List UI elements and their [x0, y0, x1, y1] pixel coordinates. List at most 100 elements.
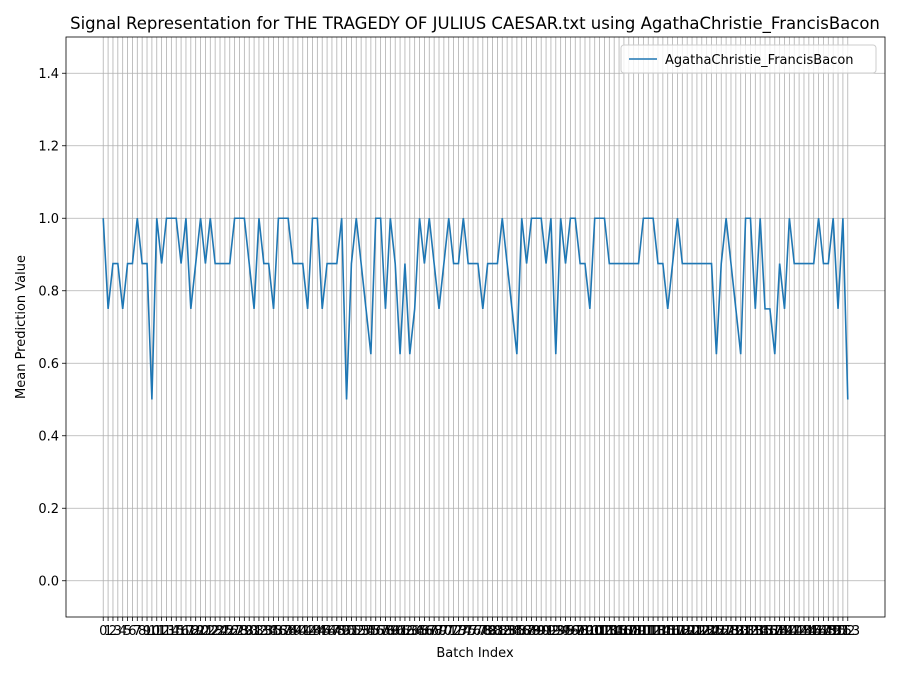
- x-tick-label: 10: [144, 624, 161, 639]
- x-tick-label: 1: [104, 624, 112, 639]
- x-tick-label: 142: [782, 624, 807, 639]
- x-tick-label: 140: [772, 624, 797, 639]
- x-tick-label: 118: [665, 624, 690, 639]
- x-tick-label: 126: [704, 624, 729, 639]
- x-tick-label: 20: [192, 624, 209, 639]
- x-tick-label: 104: [597, 624, 622, 639]
- x-tick-label: 148: [811, 624, 836, 639]
- x-tick-label: 114: [646, 624, 671, 639]
- x-tick-label: 149: [816, 624, 841, 639]
- x-tick-label: 78: [475, 624, 492, 639]
- x-tick-label: 119: [670, 624, 695, 639]
- x-tick-label: 135: [748, 624, 773, 639]
- x-tick-label: 21: [197, 624, 214, 639]
- x-tick-label: 129: [719, 624, 744, 639]
- x-tick-label: 58: [377, 624, 394, 639]
- x-tick-label: 143: [787, 624, 812, 639]
- x-tick-label: 105: [602, 624, 627, 639]
- x-tick-label: 8: [138, 624, 146, 639]
- x-tick-label: 9: [143, 624, 151, 639]
- x-tick-label: 26: [221, 624, 238, 639]
- x-tick-label: 144: [792, 624, 817, 639]
- x-tick-label: 77: [470, 624, 487, 639]
- x-tick-label: 146: [801, 624, 826, 639]
- x-tick-label: 61: [392, 624, 409, 639]
- x-tick-label: 35: [265, 624, 282, 639]
- x-tick-label: 130: [723, 624, 748, 639]
- x-tick-label: 94: [552, 624, 569, 639]
- x-tick-label: 37: [275, 624, 292, 639]
- x-tick-label: 117: [660, 624, 685, 639]
- x-tick-label: 31: [246, 624, 263, 639]
- x-tick-label: 2: [109, 624, 117, 639]
- x-tick-label: 89: [528, 624, 545, 639]
- x-tick-label: 52: [348, 624, 365, 639]
- x-tick-label: 112: [636, 624, 661, 639]
- x-tick-label: 73: [450, 624, 467, 639]
- x-tick-label: 80: [484, 624, 501, 639]
- line-series: [102, 217, 849, 400]
- x-tick-label: 116: [655, 624, 680, 639]
- x-tick-label: 57: [372, 624, 389, 639]
- x-tick-label: 45: [314, 624, 331, 639]
- x-tick-label: 25: [217, 624, 234, 639]
- x-tick-label: 69: [431, 624, 448, 639]
- x-tick-label: 64: [406, 624, 423, 639]
- x-tick-label: 86: [513, 624, 530, 639]
- x-tick-label: 115: [650, 624, 675, 639]
- legend-box: [620, 44, 877, 74]
- x-tick-label: 151: [826, 624, 851, 639]
- x-tick-label: 88: [523, 624, 540, 639]
- x-tick-label: 22: [202, 624, 219, 639]
- x-tick-label: 33: [256, 624, 273, 639]
- x-tick-label: 30: [241, 624, 258, 639]
- x-tick-label: 120: [675, 624, 700, 639]
- x-tick-label: 97: [567, 624, 584, 639]
- y-tick-label: 0.6: [38, 357, 59, 372]
- x-tick-label: 66: [416, 624, 433, 639]
- x-tick-label: 138: [762, 624, 787, 639]
- x-tick-label: 41: [294, 624, 311, 639]
- x-axis-label: Batch Index: [436, 646, 514, 661]
- x-tick-label: 87: [518, 624, 535, 639]
- x-tick-label: 71: [440, 624, 457, 639]
- x-tick-label: 53: [353, 624, 370, 639]
- x-tick-label: 109: [621, 624, 646, 639]
- x-tick-label: 47: [324, 624, 341, 639]
- x-tick-label: 136: [753, 624, 778, 639]
- x-tick-label: 90: [533, 624, 550, 639]
- x-tick-label: 82: [494, 624, 511, 639]
- x-tick-label: 131: [728, 624, 753, 639]
- y-tick-label: 1.0: [38, 212, 59, 227]
- x-tick-label: 76: [465, 624, 482, 639]
- x-tick-label: 67: [421, 624, 438, 639]
- x-tick-label: 113: [641, 624, 666, 639]
- x-tick-label: 18: [183, 624, 200, 639]
- x-tick-label: 39: [285, 624, 302, 639]
- x-tick-label: 100: [577, 624, 602, 639]
- x-tick-label: 101: [582, 624, 607, 639]
- x-tick-label: 92: [543, 624, 560, 639]
- x-tick-label: 70: [436, 624, 453, 639]
- x-tick-label: 5: [123, 624, 131, 639]
- x-tick-label: 36: [270, 624, 287, 639]
- x-tick-label: 15: [168, 624, 185, 639]
- x-tick-label: 128: [714, 624, 739, 639]
- x-tick-label: 60: [387, 624, 404, 639]
- x-tick-label: 44: [309, 624, 326, 639]
- x-tick-label: 14: [163, 624, 180, 639]
- x-tick-label: 103: [592, 624, 617, 639]
- x-tick-label: 98: [572, 624, 589, 639]
- x-tick-label: 6: [128, 624, 136, 639]
- x-tick-label: 141: [777, 624, 802, 639]
- x-tick-label: 23: [207, 624, 224, 639]
- x-tick-label: 150: [821, 624, 846, 639]
- x-tick-label: 62: [397, 624, 414, 639]
- x-tick-label: 132: [733, 624, 758, 639]
- x-tick-label: 54: [358, 624, 375, 639]
- x-tick-label: 50: [338, 624, 355, 639]
- chart-title: Signal Representation for THE TRAGEDY OF…: [70, 14, 880, 34]
- x-tick-label: 137: [757, 624, 782, 639]
- x-tick-label: 27: [226, 624, 243, 639]
- x-tick-label: 99: [577, 624, 594, 639]
